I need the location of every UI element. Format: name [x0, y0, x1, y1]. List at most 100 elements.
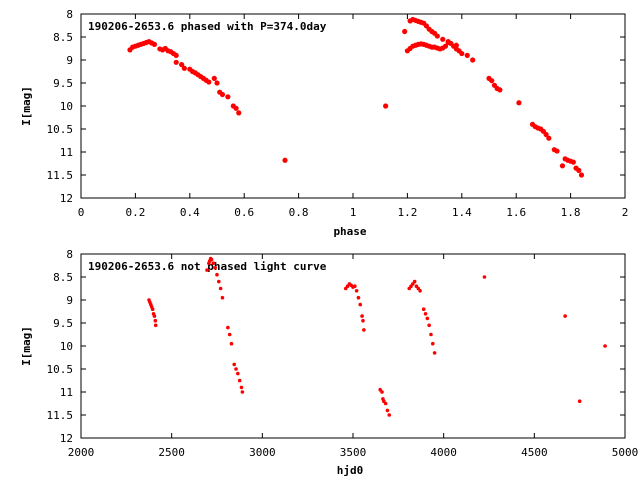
unphased-data-point [354, 289, 359, 293]
phased-data-point [453, 42, 459, 48]
unphased-data-point [432, 351, 437, 355]
unphased-data-point [421, 307, 426, 312]
phased-data-point [543, 131, 549, 138]
unphased-data-point [211, 261, 216, 266]
unphased-data-point [412, 279, 417, 284]
phased-x-tick-label: 0.2 [125, 206, 145, 219]
unphased-y-tick-label: 11 [60, 386, 73, 399]
unphased-data-point [226, 325, 230, 330]
unphased-data-point [429, 332, 433, 337]
phased-x-tick-label: 1.4 [452, 206, 472, 219]
unphased-data-point [153, 318, 158, 323]
unphased-plot-frame [80, 253, 626, 439]
phased-data-point [282, 157, 288, 163]
unphased-x-tick-label: 3000 [249, 446, 276, 459]
unphased-data-point [232, 362, 237, 367]
unphased-data-point [427, 323, 431, 328]
unphased-data-point [418, 289, 422, 293]
phased-data-point [151, 41, 158, 47]
phased-x-tick-label: 0 [78, 206, 85, 219]
phased-data-point [236, 110, 242, 116]
unphased-y-tick-label: 9.5 [53, 317, 73, 330]
unphased-data-point [360, 314, 364, 318]
unphased-y-tick-label: 9 [66, 294, 73, 307]
unphased-data-point [563, 314, 567, 318]
unphased-y-tick-label: 8.5 [53, 271, 73, 284]
unphased-data-point [358, 302, 363, 307]
phased-y-tick-label: 8.5 [53, 31, 73, 44]
phased-data-point [578, 172, 585, 178]
unphased-data-point [239, 385, 244, 390]
unphased-data-point [209, 257, 214, 262]
phased-data-point [233, 105, 239, 111]
phased-y-tick-label: 12 [60, 192, 73, 205]
unphased-data-point [150, 307, 155, 312]
phased-data-point [470, 57, 476, 63]
phased-data-point [554, 148, 560, 154]
phased-data-point [489, 78, 495, 84]
unphased-data-point [229, 341, 234, 346]
phased-y-axis-label: I[mag] [20, 86, 33, 126]
unphased-data-point [430, 341, 435, 346]
phased-x-tick-label: 0.6 [234, 206, 254, 219]
phased-data-point [219, 91, 226, 98]
unphased-data-point [482, 275, 487, 279]
phased-plot-frame [80, 13, 626, 199]
unphased-data-point [217, 279, 221, 284]
unphased-data-point [356, 295, 361, 300]
unphased-x-tick-label: 4500 [521, 446, 548, 459]
unphased-data-point [152, 314, 157, 318]
phased-data-point [497, 87, 503, 93]
phased-data-point [464, 52, 470, 59]
unphased-chart-title: 190206-2653.6 not phased light curve [88, 260, 327, 273]
phased-y-tick-label: 10.5 [47, 123, 74, 136]
phased-y-tick-label: 9.5 [53, 77, 73, 90]
unphased-data-point [213, 266, 217, 270]
unphased-x-tick-label: 3500 [340, 446, 367, 459]
phased-data-point [181, 65, 187, 71]
unphased-data-point [603, 344, 607, 348]
phased-ticks: 0 0.2 0.4 0.6 0.8 1 1.2 1.4 1.6 1.8 2 8 8.5 9 9.5 10 10.… [47, 8, 629, 219]
phased-data-point [225, 94, 231, 100]
phased-chart-title: 190206-2653.6 phased with P=374.0day [88, 20, 327, 33]
unphased-data-point [385, 408, 390, 413]
unphased-data-point [577, 399, 582, 404]
unphased-y-tick-label: 8 [66, 248, 73, 261]
phased-x-tick-label: 1.8 [561, 206, 581, 219]
unphased-data-point [387, 413, 392, 417]
phased-y-tick-label: 9 [66, 54, 73, 67]
phased-data-point [383, 103, 389, 109]
unphased-ticks: 2000 2500 3000 3500 4000 4500 5000 8 8.5 9 9.5 10 10… [47, 248, 639, 459]
phased-data-point [442, 43, 449, 49]
phased-data-point [434, 33, 440, 39]
phased-y-tick-label: 10 [60, 100, 73, 113]
unphased-data-point [380, 390, 384, 394]
phased-x-axis-label: phase [333, 225, 366, 238]
unphased-x-tick-label: 5000 [612, 446, 639, 459]
phased-data-point [402, 28, 408, 35]
unphased-y-tick-label: 12 [60, 432, 73, 445]
phased-data-point [179, 62, 185, 68]
phased-data-point [173, 59, 179, 65]
unphased-data-point [383, 401, 388, 406]
unphased-y-tick-label: 10.5 [47, 363, 74, 376]
unphased-data-point [218, 286, 223, 291]
phased-data-point [214, 80, 220, 86]
phased-data-point [559, 163, 566, 169]
unphased-data-point [153, 323, 158, 328]
phased-data-point [516, 100, 522, 106]
unphased-data-point [423, 312, 428, 316]
unphased-data-point [425, 316, 430, 321]
unphased-data-point [237, 378, 242, 383]
phased-y-tick-label: 8 [66, 8, 73, 21]
unphased-x-tick-label: 4000 [430, 446, 457, 459]
unphased-panel: 190206-2653.6 not phased light curve hjd… [20, 248, 638, 477]
phased-x-tick-label: 1.6 [506, 206, 526, 219]
phased-data-point [445, 39, 451, 46]
phased-data-point [546, 135, 552, 141]
unphased-x-tick-label: 2000 [68, 446, 95, 459]
phased-data-point [211, 75, 217, 81]
unphased-data-point [240, 390, 245, 394]
phased-x-tick-label: 1.2 [397, 206, 417, 219]
